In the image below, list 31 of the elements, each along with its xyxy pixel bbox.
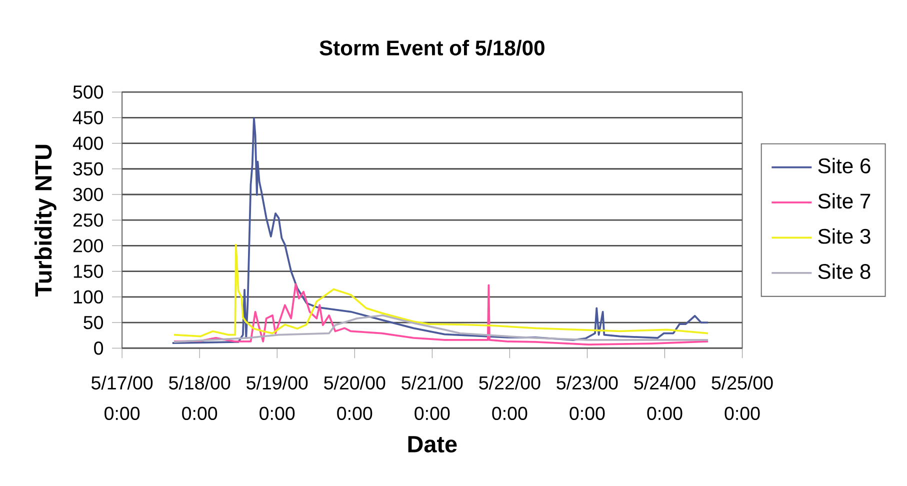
x-tick-label: 5/19/00 0:00 [246,376,308,420]
x-tick-label: 5/24/00 0:00 [634,376,696,420]
x-axis-title: Date [408,436,457,452]
y-tick-label: 50 [84,316,104,330]
x-tick-label: 5/17/00 0:00 [92,376,153,420]
line-series [173,244,710,338]
x-tick-label: 5/18/00 0:00 [169,376,230,420]
line-series [173,314,710,343]
line-series [173,283,710,346]
y-tick-label: 350 [73,162,104,176]
y-tick-label: 300 [73,188,104,202]
y-tick-label: 100 [74,290,104,304]
y-tick-label: 150 [74,264,104,278]
y-tick-label: 200 [73,238,104,252]
chart-title: Storm Event of 5/18/00 [320,40,544,56]
y-tick-label: 450 [72,110,104,124]
y-axis-title: Turbidity NTU [34,144,56,296]
y-tick-label: 400 [72,136,104,150]
y-tick-label: 0 [94,341,104,355]
y-tick-label: 500 [73,85,104,99]
x-tick-label: 5/21/00 0:00 [402,376,463,420]
line-series [171,117,710,344]
x-tick-label: 5/22/00 0:00 [479,376,540,420]
x-tick-label: 5/23/00 0:00 [556,376,618,420]
legend-label: Site 7 [818,192,870,209]
legend-label: Site 6 [818,158,870,174]
y-tick-label: 250 [73,213,104,227]
legend-label: Site 8 [818,263,870,279]
x-tick-label: 5/20/00 0:00 [324,376,386,420]
x-tick-label: 5/25/00 0:00 [712,376,773,420]
legend-label: Site 3 [818,228,870,244]
